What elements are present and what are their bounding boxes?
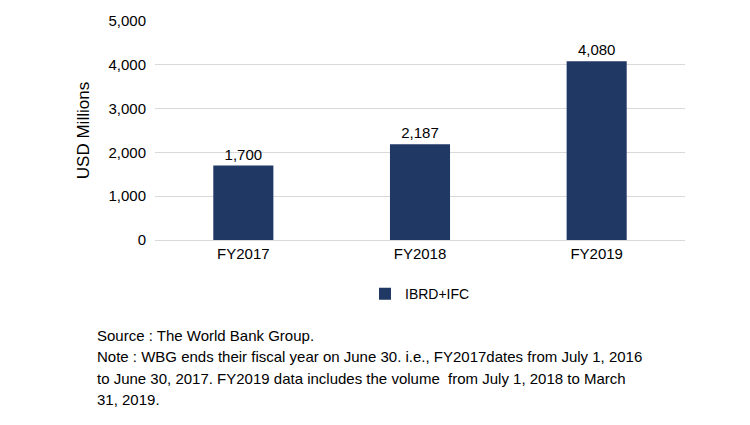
svg-text:FY2017: FY2017 [217, 245, 270, 262]
svg-text:IBRD+IFC: IBRD+IFC [405, 286, 469, 302]
svg-text:Note : WBG ends their fiscal y: Note : WBG ends their fiscal year on Jun… [97, 348, 642, 365]
svg-text:3,000: 3,000 [108, 100, 146, 117]
svg-text:Source : The World Bank Group.: Source : The World Bank Group. [97, 327, 314, 344]
svg-text:1,700: 1,700 [225, 146, 263, 163]
svg-text:to June 30, 2017. FY2019 data: to June 30, 2017. FY2019 data includes t… [97, 370, 626, 387]
svg-text:2,187: 2,187 [401, 124, 439, 141]
svg-text:31, 2019.: 31, 2019. [97, 391, 160, 408]
svg-text:USD Millions: USD Millions [74, 82, 93, 179]
svg-text:1,000: 1,000 [108, 187, 146, 204]
svg-text:4,080: 4,080 [578, 41, 616, 58]
svg-text:5,000: 5,000 [108, 12, 146, 29]
svg-text:0: 0 [138, 231, 146, 248]
svg-text:FY2018: FY2018 [394, 245, 447, 262]
svg-text:2,000: 2,000 [108, 144, 146, 161]
svg-text:4,000: 4,000 [108, 56, 146, 73]
svg-text:FY2019: FY2019 [570, 245, 623, 262]
